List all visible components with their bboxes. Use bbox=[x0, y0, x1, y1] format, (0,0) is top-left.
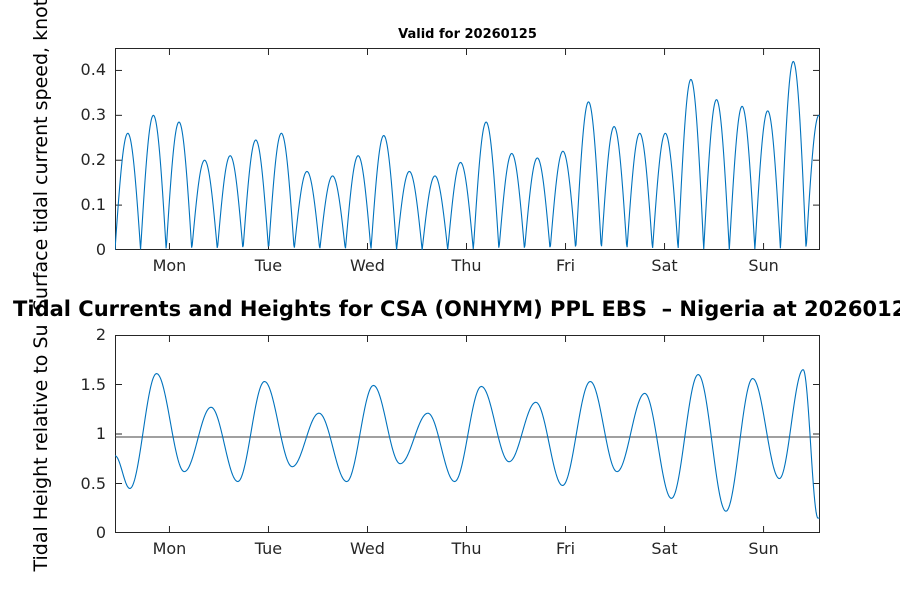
x-tick-label: Thu bbox=[451, 539, 482, 558]
y-tick-label: 0.1 bbox=[80, 195, 106, 215]
axes-box bbox=[115, 48, 820, 250]
y-tick-label: 0 bbox=[95, 240, 106, 259]
x-tick-label: Sat bbox=[651, 539, 678, 558]
x-tick-label: Sun bbox=[748, 256, 779, 275]
x-tick-label: Wed bbox=[350, 539, 385, 558]
main-title: Tidal Currents and Heights for CSA (ONHY… bbox=[13, 297, 900, 321]
y-tick-label: 0 bbox=[95, 523, 106, 542]
speed-curve bbox=[115, 60, 820, 250]
y-tick-label: 0.3 bbox=[80, 105, 106, 125]
speed-chart-title: Valid for 20260125 bbox=[398, 27, 537, 42]
x-tick-label: Thu bbox=[451, 256, 482, 275]
x-tick-label: Tue bbox=[254, 256, 283, 275]
y-tick-label: 0.4 bbox=[80, 60, 106, 80]
x-tick-label: Sat bbox=[651, 256, 678, 275]
height-curve bbox=[115, 369, 820, 519]
x-tick-label: Fri bbox=[555, 539, 576, 558]
y-tick-label: 0.2 bbox=[80, 150, 106, 170]
x-tick-label: Mon bbox=[152, 256, 187, 275]
y-tick-label: 1.5 bbox=[80, 374, 106, 394]
x-tick-label: Tue bbox=[254, 539, 283, 558]
speed-plot bbox=[115, 48, 820, 250]
y-tick-label: 2 bbox=[95, 325, 106, 344]
x-tick-label: Sun bbox=[748, 539, 779, 558]
height-plot bbox=[115, 335, 820, 533]
x-tick-label: Fri bbox=[555, 256, 576, 275]
x-tick-label: Mon bbox=[152, 539, 187, 558]
x-tick-label: Wed bbox=[350, 256, 385, 275]
y-tick-label: 0.5 bbox=[80, 473, 106, 493]
y-tick-label: 1 bbox=[95, 424, 106, 443]
